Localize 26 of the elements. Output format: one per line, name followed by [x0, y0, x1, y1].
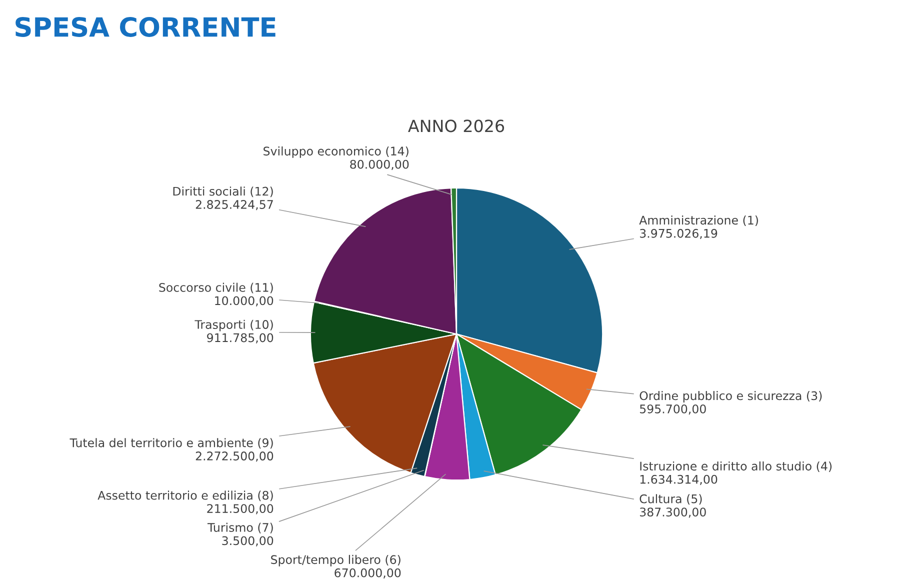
data-label: 1.634.314,00 [640, 474, 718, 485]
slice-label: Sviluppo economico (14) [264, 146, 408, 158]
chart-title: SPESA CORRENTE [16, 16, 276, 37]
slice-label: Amministrazione (1) [639, 215, 758, 226]
data-label: 911.785,00 [207, 333, 274, 344]
data-label: 670.000,00 [334, 568, 401, 578]
slice-label: Trasporti (10) [194, 320, 273, 332]
slice-label: Diritti sociali (12) [173, 186, 273, 198]
data-label: 3.975.026,19 [640, 228, 718, 240]
slice-label: Assetto territorio e edilizia (8) [98, 490, 273, 502]
data-label: 2.825.424,57 [196, 200, 273, 210]
slice-label: Ordine pubblico e sicurezza (3) [640, 391, 822, 402]
data-label: 10.000,00 [215, 296, 274, 306]
chart-subtitle: ANNO 2026 [408, 120, 504, 132]
data-label: 211.500,00 [207, 504, 274, 514]
data-label: 387.300,00 [640, 508, 706, 518]
slice-label: Soccorso civile (11) [159, 282, 273, 294]
data-label: 3.500,00 [222, 536, 274, 546]
slice-label: Turismo (7) [207, 522, 273, 534]
data-label: 80.000,00 [350, 160, 409, 170]
slice-label: Tutela del territorio e ambiente (9) [70, 438, 273, 449]
data-label: 595.700,00 [640, 404, 706, 415]
data-label: 2.272.500,00 [196, 452, 274, 462]
slice-label: Istruzione e diritto allo studio (4) [640, 461, 832, 472]
slice-label: Sport/tempo libero (6) [271, 554, 400, 566]
slice-label: Cultura (5) [640, 494, 702, 505]
